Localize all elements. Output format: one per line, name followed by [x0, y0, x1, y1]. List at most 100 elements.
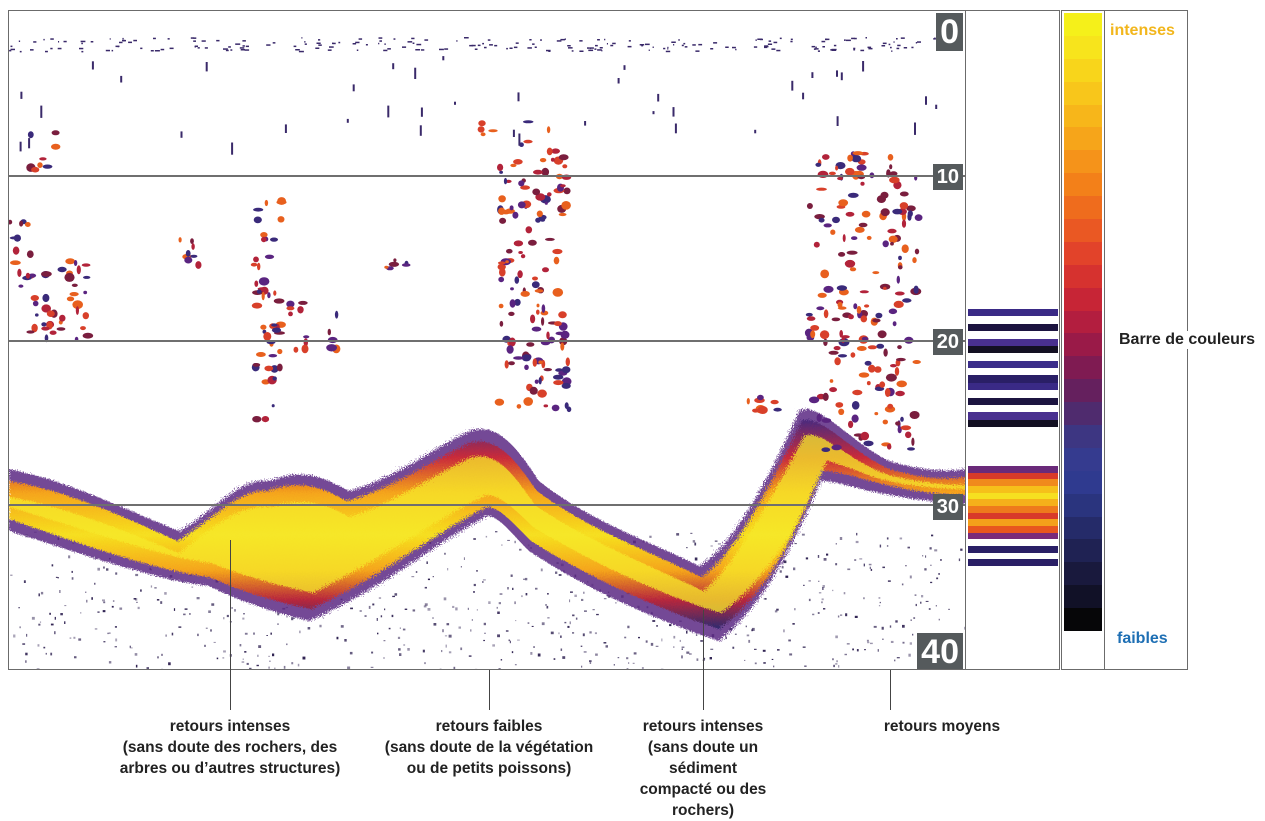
surface-noise-streak [120, 76, 122, 83]
bottom-scatter-speck [303, 657, 306, 660]
bottom-scatter-speck [428, 579, 430, 581]
bottom-scatter-speck [686, 547, 687, 548]
bottom-scatter-speck [452, 606, 454, 608]
fish-return-blob [896, 381, 907, 388]
fish-return-blob [507, 345, 514, 354]
fish-return-blob [848, 314, 854, 319]
weak-return-stripes [968, 309, 1058, 427]
bottom-scatter-speck [576, 618, 578, 620]
surface-noise-speck [822, 41, 826, 43]
fish-return-blob [898, 256, 902, 260]
fish-return-blob [252, 416, 261, 422]
callout-line-4 [890, 670, 891, 710]
surface-noise-speck [355, 42, 359, 44]
legend-stripe [968, 493, 1058, 500]
fish-return-blob [542, 267, 549, 272]
bottom-scatter-speck [812, 614, 814, 616]
fish-return-blob [298, 301, 308, 305]
fish-return-blob [76, 306, 79, 315]
bottom-scatter-speck [871, 569, 872, 571]
bottom-scatter-speck [102, 599, 105, 601]
surface-noise-streak [20, 142, 22, 152]
surface-noise-speck [318, 39, 320, 41]
bottom-scatter-speck [135, 574, 138, 576]
surface-noise-speck [110, 38, 111, 40]
fish-return-blob [883, 287, 887, 290]
color-bar [1061, 10, 1105, 670]
bottom-scatter-speck [160, 601, 162, 604]
bottom-scatter-speck [365, 615, 367, 617]
fish-return-blob [499, 171, 503, 174]
bottom-scatter-speck [244, 651, 246, 653]
color-bar-step [1064, 36, 1102, 59]
fish-return-blob [900, 417, 904, 422]
bottom-scatter-speck [140, 589, 142, 591]
bottom-scatter-speck [231, 607, 232, 609]
fish-return-blob [515, 276, 520, 283]
bottom-scatter-speck [488, 601, 490, 604]
fish-return-blob [829, 387, 837, 392]
bottom-scatter-speck [243, 613, 245, 614]
fish-return-blob [544, 368, 552, 371]
surface-noise-speck [413, 43, 415, 45]
fish-return-blob [273, 376, 277, 380]
fish-return-blob [839, 330, 843, 338]
bottom-scatter-speck [384, 640, 386, 641]
surface-noise-streak [935, 105, 937, 109]
depth-line-10 [9, 175, 966, 177]
intense-return-stripes [968, 466, 1058, 566]
fish-return-blob [902, 244, 909, 253]
fish-return-blob [254, 281, 258, 287]
fish-return-blob [846, 212, 855, 217]
surface-noise-speck [33, 41, 36, 43]
fish-return-blob [19, 221, 23, 227]
fish-return-blob [847, 155, 853, 162]
bottom-scatter-speck [920, 602, 922, 604]
bottom-scatter-speck [559, 574, 562, 576]
fish-return-blob [860, 182, 864, 186]
bottom-scatter-speck [818, 555, 819, 558]
bottom-scatter-speck [832, 590, 833, 591]
bottom-scatter-speck [569, 599, 570, 602]
legend-stripe [968, 405, 1058, 412]
fish-return-blob [513, 159, 523, 165]
surface-noise-speck [896, 38, 898, 40]
surface-noise-speck [527, 47, 532, 49]
fish-return-blob [889, 309, 897, 315]
bottom-scatter-speck [732, 647, 734, 649]
fish-return-blob [809, 397, 819, 404]
color-bar-step [1064, 562, 1102, 585]
bottom-scatter-speck [929, 608, 931, 610]
surface-noise-speck [682, 45, 684, 47]
surface-noise-speck [673, 44, 674, 46]
fish-return-blob [478, 126, 485, 132]
bottom-scatter-speck [626, 657, 628, 659]
bottom-scatter-speck [447, 623, 450, 625]
bottom-scatter-speck [161, 669, 163, 670]
bottom-scatter-speck [483, 640, 485, 641]
surface-noise-speck [246, 46, 249, 48]
bottom-scatter-speck [595, 632, 597, 634]
surface-noise-speck [595, 45, 598, 47]
fish-return-blob [286, 306, 294, 310]
bottom-scatter-speck [472, 619, 473, 621]
bottom-scatter-speck [211, 603, 214, 606]
bottom-scatter-speck [570, 591, 573, 593]
bottom-scatter-speck [515, 664, 517, 665]
fish-return-blob [523, 397, 533, 406]
bottom-scatter-speck [859, 558, 862, 559]
fish-return-blob [509, 338, 516, 347]
surface-noise-speck [774, 42, 778, 44]
legend-stripe [968, 533, 1058, 540]
surface-noise-speck [506, 48, 508, 50]
bottom-scatter-speck [26, 634, 27, 637]
bottom-scatter-speck [856, 541, 859, 543]
fish-return-blob [539, 377, 542, 384]
fish-return-blob [838, 306, 847, 309]
surface-noise-speck [387, 48, 391, 50]
bottom-scatter-speck [835, 636, 838, 639]
bottom-scatter-speck [383, 657, 384, 659]
bottom-scatter-speck [455, 607, 457, 610]
fish-return-blob [517, 404, 522, 409]
bottom-scatter-speck [809, 599, 811, 601]
